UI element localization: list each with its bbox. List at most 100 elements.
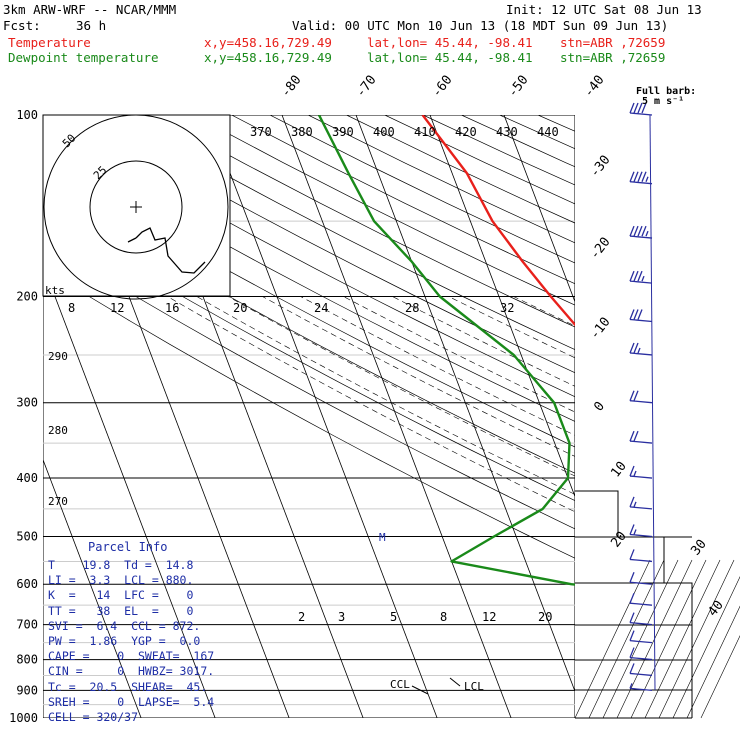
parcel-row: T 19.8 Td = 14.8 [48, 558, 194, 572]
extension-isotherm [588, 559, 665, 719]
dry-adiabat-280 [43, 188, 575, 474]
wind-barb-full [637, 102, 643, 114]
wind-barb-full [633, 102, 639, 114]
wind-barb [629, 496, 653, 510]
isotherm--50 [503, 115, 575, 303]
dry-adiabat-310 [43, 116, 575, 398]
parcel-row: CELL = 320/37 [48, 710, 139, 724]
mixing-ratio-label-2: 2 [298, 610, 305, 624]
annotation-ccl: CCL [390, 678, 410, 691]
theta-e-label-400: 400 [373, 125, 395, 139]
wind-barb-full [637, 309, 643, 320]
wind-barb-full [641, 102, 647, 114]
moist-adiabat-0 [227, 296, 575, 477]
dewpoint-line [317, 115, 575, 586]
lower-extension [574, 490, 740, 719]
dry-adiabat-370 [269, 115, 575, 264]
theta-e-label-410: 410 [414, 125, 436, 139]
extension-isotherm [658, 559, 735, 719]
isotherm-label-40: 40 [705, 598, 726, 620]
hodo-speed-label-8: 8 [68, 301, 75, 315]
extension-isotherm [602, 559, 679, 719]
isotherm--70 [355, 115, 575, 693]
moist-adiabat-10 [300, 296, 575, 436]
temp-stn: stn=ABR ,72659 [560, 35, 666, 50]
isotherm--80 [281, 115, 512, 718]
hodo-speed-label-32: 32 [500, 301, 514, 315]
dry-adiabat-250 [43, 267, 575, 559]
wind-barb-shaft [629, 558, 653, 563]
wind-barb-full [633, 390, 639, 401]
pressure-label-800: 800 [16, 653, 38, 667]
wind-barb-shaft [629, 440, 653, 444]
isotherm--20 [726, 115, 740, 718]
wind-barb [629, 102, 653, 116]
dry-adiabat-350 [193, 115, 575, 306]
extension-isotherm [644, 559, 721, 719]
theta-e-label-430: 430 [496, 125, 518, 139]
dry-adiabat-380 [308, 115, 575, 244]
mixing-ratio-label-3: 3 [338, 610, 345, 624]
isotherm--90 [207, 115, 438, 718]
wind-barb-full [633, 171, 639, 182]
pressure-label-400: 400 [16, 471, 38, 485]
parcel-row: SREH = 0 LAPSE= 5.4 [48, 694, 215, 709]
isotherm--30 [652, 115, 740, 718]
wind-barb-full [637, 225, 643, 237]
parcel-row: SVI = 6.4 CCL = 872. [48, 618, 201, 633]
hodo-ring-outer [43, 114, 229, 300]
parcel-row: CAPE = 0 SWEAT= 167 [48, 649, 215, 664]
wind-barb-shaft [629, 581, 653, 585]
wind-barb-full [629, 524, 635, 535]
hodo-speed-label-20: 20 [233, 301, 247, 315]
wind-barb-full [633, 309, 639, 320]
wind-barb-full [629, 663, 635, 674]
theta-e-label-390: 390 [332, 125, 354, 139]
wind-barb-shaft [629, 181, 653, 185]
wind-barb-full [641, 171, 647, 182]
barb-label-line2: 5 m s⁻¹ [642, 96, 684, 107]
dry-adiabat-label-270: 270 [48, 495, 68, 508]
wind-barb-shaft [629, 621, 653, 626]
parcel-row: K = 14 LFC = 0 [48, 588, 194, 603]
barb-label-line1: Full barb: [636, 86, 696, 97]
wind-barb-full [633, 270, 639, 282]
wind-barb-full [629, 549, 635, 560]
dew-stn: stn=ABR ,72659 [560, 50, 666, 65]
wind-barb [629, 171, 653, 185]
pressure-label-600: 600 [16, 577, 38, 591]
mixing-ratio-label-20: 20 [538, 610, 552, 624]
wind-barb [629, 549, 653, 563]
dry-adiabat-450 [576, 115, 740, 718]
wind-barb [629, 663, 653, 677]
wind-barb [629, 647, 653, 661]
pressure-label-200: 200 [16, 290, 38, 304]
dry-adiabat-290 [43, 163, 575, 448]
pressure-label-1000: 1000 [9, 711, 38, 725]
valid-time: Valid: 00 UTC Mon 10 Jun 13 (18 MDT Sun … [292, 18, 669, 33]
wind-barb [629, 592, 653, 606]
moist-adiabat--10 [167, 296, 575, 513]
hodo-speed-label-28: 28 [405, 301, 419, 315]
isotherm-label-30: 30 [688, 537, 709, 559]
wind-barbs [629, 102, 656, 692]
isotherm-label-10: 10 [608, 459, 629, 481]
wind-barb-shaft [629, 506, 653, 510]
wind-barb-shaft [629, 640, 653, 644]
wind-barb-full [629, 496, 635, 508]
pressure-label-900: 900 [16, 683, 38, 697]
wind-barb [629, 630, 653, 644]
dewpoint-label: Dewpoint temperature [8, 50, 159, 65]
moist-adiabat-20 [392, 296, 575, 387]
wind-barb [629, 270, 653, 284]
wind-barb-full [629, 309, 635, 320]
wind-barb-full [637, 270, 643, 282]
parcel-row: LI = 3.3 LCL = 880. [48, 573, 194, 588]
dry-adiabat-440 [537, 115, 575, 132]
wind-barb-full [629, 342, 635, 354]
wind-barb-full [641, 225, 647, 237]
isotherm-label--50: -50 [505, 73, 531, 101]
extension-isotherm [700, 635, 740, 719]
